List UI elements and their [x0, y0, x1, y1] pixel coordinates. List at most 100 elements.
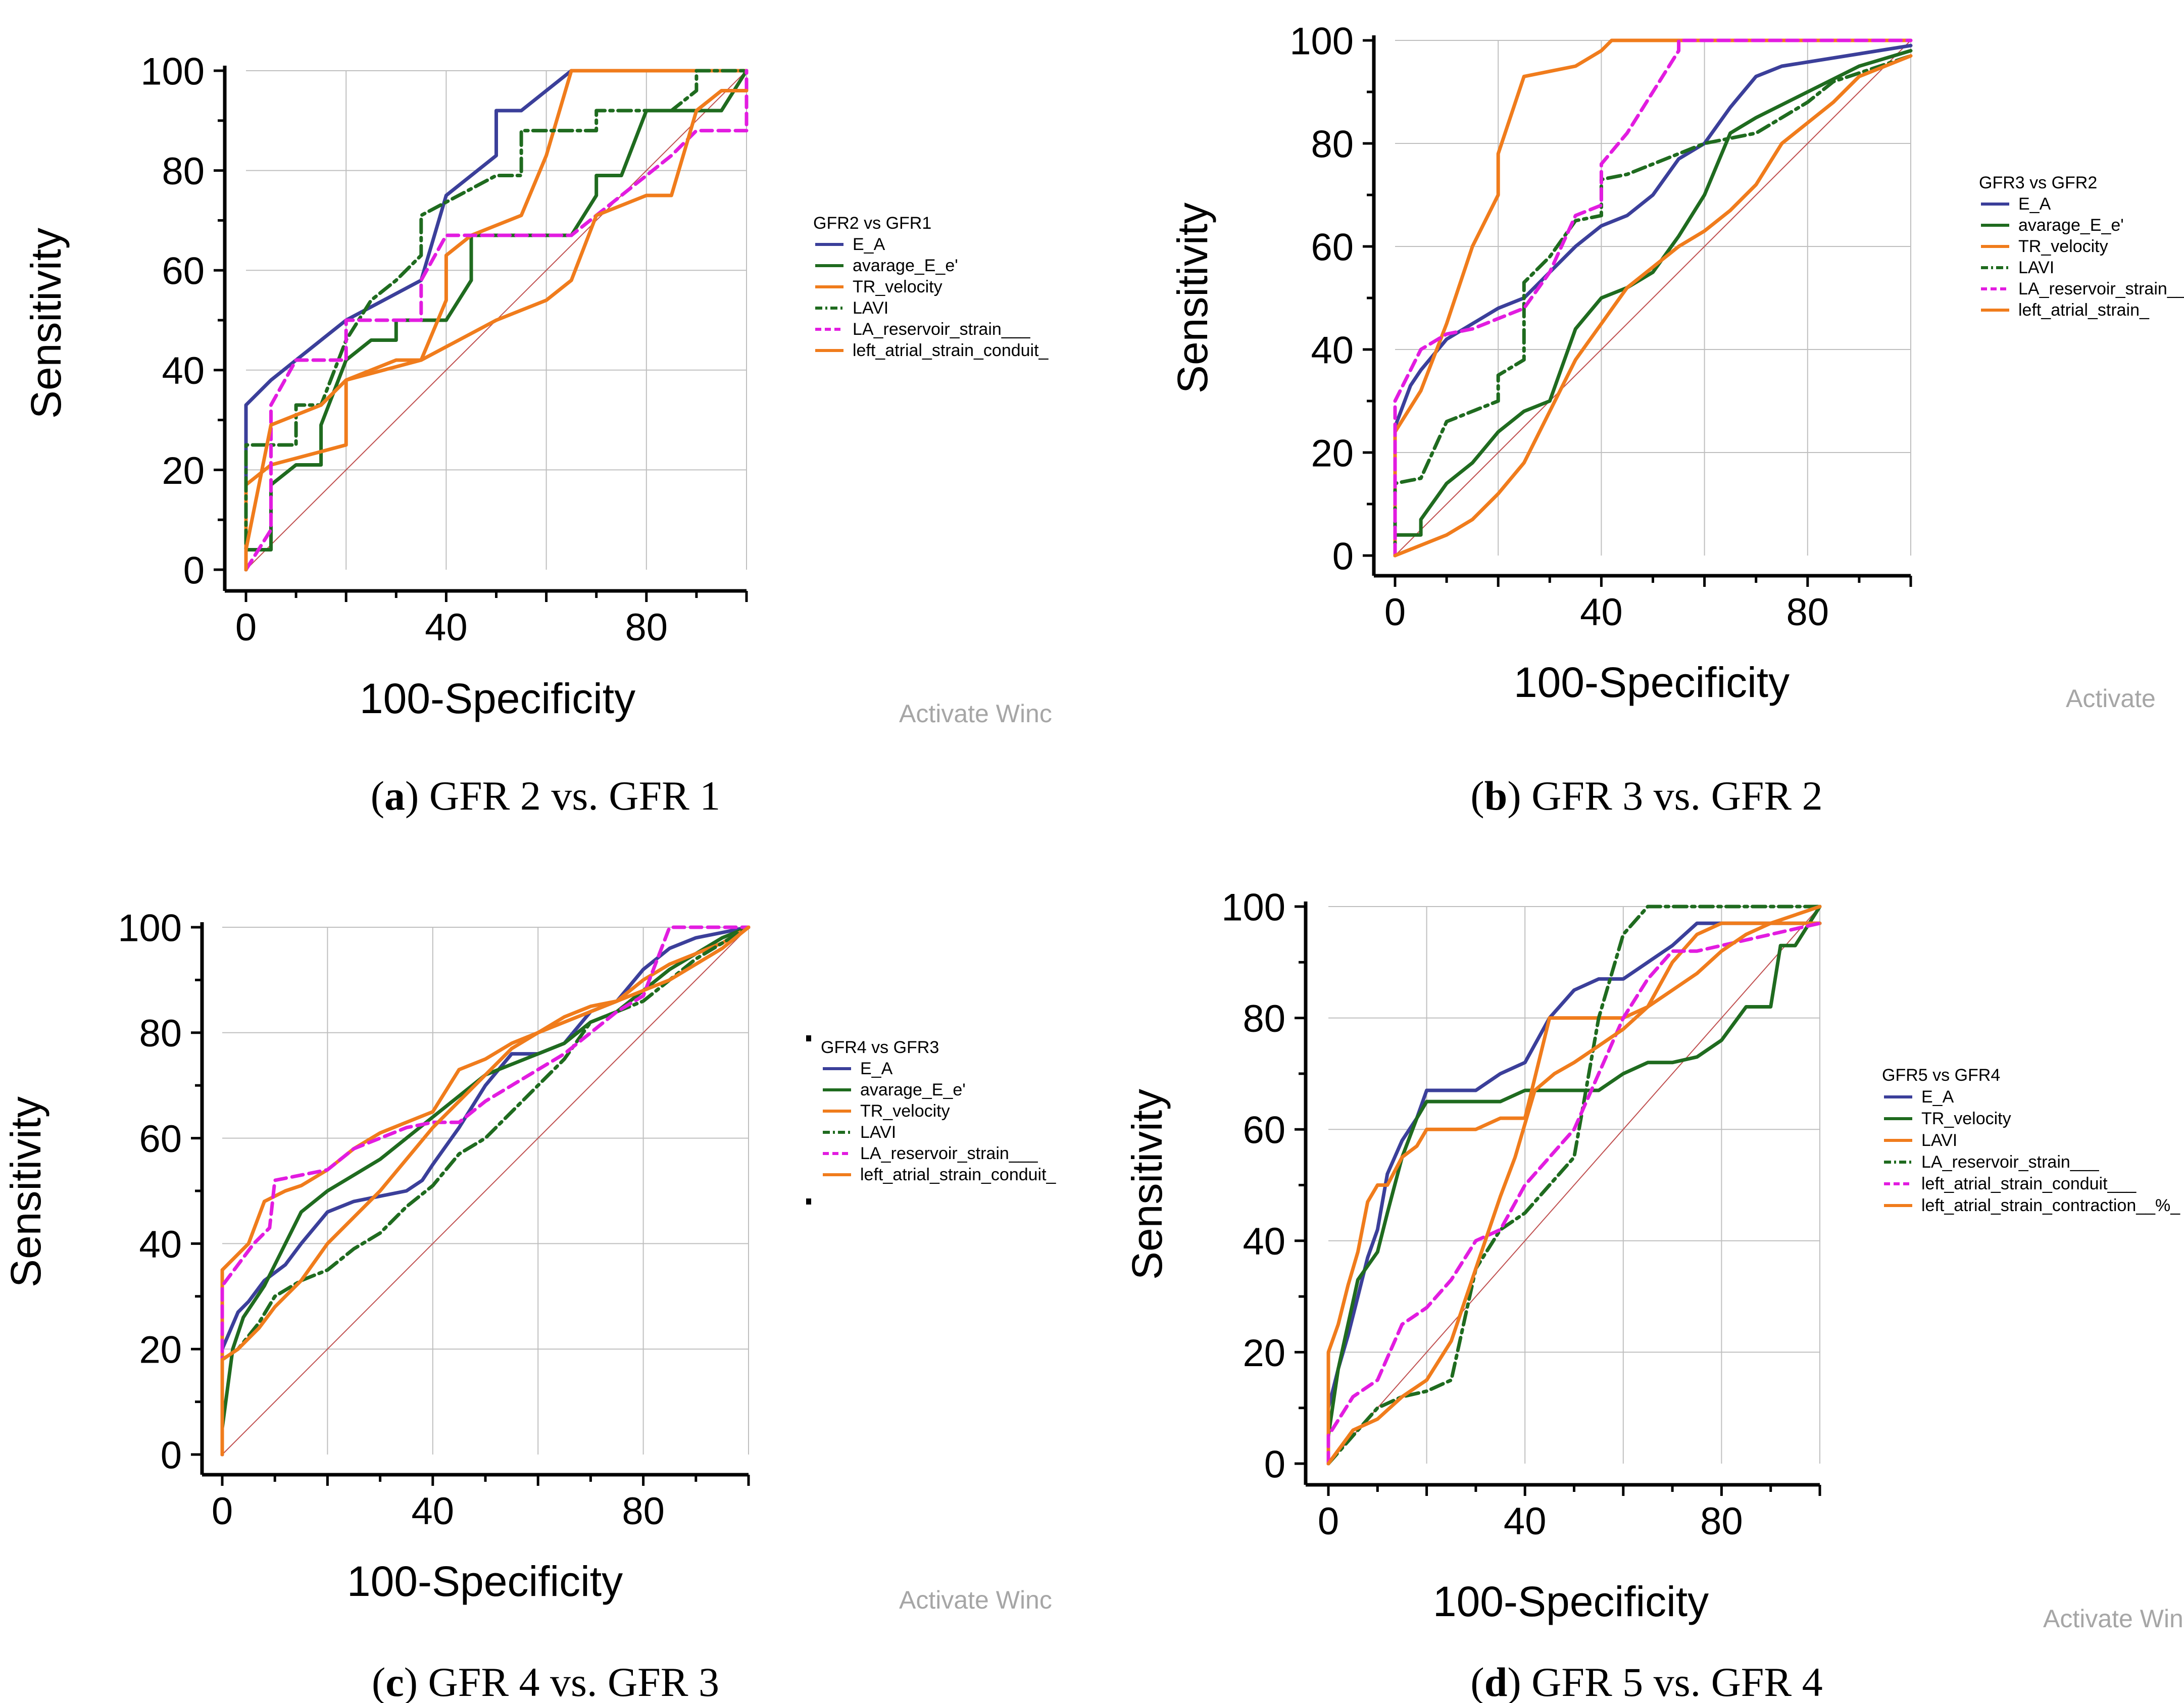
- panel-caption: (a) GFR 2 vs. GFR 1: [371, 773, 721, 819]
- y-tick-label: 40: [139, 1223, 182, 1266]
- x-axis-label: 100-Specificity: [1514, 659, 1790, 706]
- x-tick-label: 0: [235, 606, 257, 649]
- series-line-left-atrial-strain: [1393, 54, 1913, 558]
- x-axis-label: 100-Specificity: [1433, 1578, 1709, 1625]
- watermark-text: Activate: [2066, 684, 2156, 713]
- series-line-tr-velocity: [1326, 905, 1822, 1466]
- legend: GFR2 vs GFR1 E_A avarage_E_e' TR_velocity LA…: [813, 214, 1049, 360]
- legend-entry-label: E_A: [2018, 194, 2051, 214]
- legend-entry-label: left_atrial_strain_conduit___: [1921, 1174, 2137, 1193]
- series-line-tr-velocity: [220, 925, 751, 1457]
- legend-handle-marker: [806, 1198, 811, 1205]
- roc-panel-c: 0 40 80 0 20 40 60 80 100 100-Specificity Sensitiv…: [2, 907, 1057, 1703]
- legend-title: GFR3 vs GFR2: [1979, 173, 2097, 192]
- series-line-lavi: [244, 69, 749, 572]
- y-tick-label: 80: [162, 150, 205, 193]
- legend: GFR5 vs GFR4 E_A TR_velocity LAVI LA_reservo…: [1882, 1066, 2180, 1215]
- legend-entry-label: avarage_E_e': [2018, 216, 2124, 235]
- caption-paren: (: [372, 1659, 385, 1703]
- caption-letter: a: [384, 773, 405, 819]
- roc-panel-b: 0 40 80 0 20 40 60 80 100 100-Specificity Sensitiv…: [1169, 20, 2184, 819]
- series-line-left-atrial-strain-conduit: [244, 89, 749, 572]
- x-tick-label: 40: [412, 1490, 455, 1533]
- y-tick-label: 20: [1243, 1332, 1285, 1375]
- roc-panel-d: 0 40 80 0 20 40 60 80 100 100-Specificity Sensitiv…: [1123, 886, 2184, 1703]
- series-line-lavi: [220, 925, 751, 1457]
- legend-entry-label: left_atrial_strain_conduit_: [860, 1165, 1057, 1184]
- y-axis-label: Sensitivity: [22, 228, 70, 419]
- legend-entry-label: TR_velocity: [1921, 1109, 2011, 1128]
- y-tick-label: 20: [1311, 432, 1354, 475]
- legend-entry-label: E_A: [853, 235, 885, 254]
- series-line-tr-velocity: [1393, 38, 1913, 558]
- y-tick-label: 0: [1264, 1443, 1285, 1486]
- caption-paren: (: [1470, 1659, 1484, 1703]
- y-tick-label: 60: [139, 1118, 182, 1161]
- watermark-text: Activate Winc: [899, 699, 1052, 728]
- legend-entry-label: avarage_E_e': [853, 256, 958, 275]
- x-tick-label: 0: [212, 1490, 233, 1533]
- x-tick-label: 40: [425, 606, 468, 649]
- series-line-e-a: [1393, 43, 1913, 558]
- x-tick-label: 80: [1786, 591, 1829, 634]
- y-tick-label: 0: [183, 549, 205, 592]
- caption-letter: c: [385, 1659, 404, 1703]
- caption-paren: ): [1507, 1659, 1521, 1703]
- series-line-avarage-e-e: [1393, 48, 1913, 558]
- caption-text: GFR 4 vs. GFR 3: [418, 1659, 719, 1703]
- series-line-la-reservoir-strain: [1393, 38, 1913, 558]
- series-line-e-a: [1326, 921, 1822, 1466]
- legend-entry-label: LAVI: [853, 298, 888, 318]
- roc-panel-a: 0 40 80 0 20 40 60 80 100 100-Specificity Sensitiv…: [22, 50, 1052, 819]
- series-line-e-a: [244, 69, 749, 572]
- x-tick-label: 40: [1580, 591, 1623, 634]
- caption-text: GFR 2 vs. GFR 1: [419, 773, 720, 819]
- legend-entry-label: LAVI: [1921, 1131, 1957, 1150]
- legend-entry-label: avarage_E_e': [860, 1080, 966, 1099]
- y-tick-label: 0: [1332, 535, 1354, 578]
- legend-entry-label: TR_velocity: [860, 1101, 950, 1121]
- reference-diagonal: [222, 927, 749, 1455]
- legend-entry-label: LAVI: [2018, 258, 2054, 277]
- legend-title: GFR2 vs GFR1: [813, 214, 931, 233]
- x-tick-label: 40: [1504, 1500, 1547, 1543]
- legend-entry-label: left_atrial_strain_conduit_: [853, 341, 1049, 360]
- caption-paren: ): [405, 773, 419, 819]
- caption-paren: ): [1507, 773, 1521, 819]
- x-tick-label: 0: [1384, 591, 1406, 634]
- y-axis-label: Sensitivity: [1123, 1089, 1171, 1280]
- y-tick-label: 40: [1243, 1220, 1285, 1263]
- y-tick-label: 100: [1289, 20, 1354, 63]
- legend-entry-label: left_atrial_strain_contraction__%_: [1921, 1196, 2180, 1215]
- legend-entry-label: LA_reservoir_strain___: [860, 1144, 1038, 1163]
- reference-diagonal: [1328, 906, 1820, 1464]
- y-tick-label: 60: [162, 250, 205, 293]
- series-line-left-atrial-strain-conduit: [1326, 921, 1822, 1466]
- watermark-text: Activate Winc: [899, 1586, 1052, 1614]
- legend-entry-label: TR_velocity: [2018, 237, 2108, 256]
- y-tick-label: 60: [1311, 226, 1354, 269]
- series-line-la-reservoir-strain: [220, 925, 751, 1457]
- series-line-lavi: [1326, 921, 1822, 1466]
- caption-letter: b: [1484, 773, 1508, 819]
- legend-entry-label: left_atrial_strain_: [2018, 300, 2150, 320]
- legend-entry-label: LA_reservoir_strain___: [2018, 279, 2184, 298]
- caption-letter: d: [1484, 1659, 1508, 1703]
- y-tick-label: 40: [162, 349, 205, 392]
- legend: GFR4 vs GFR3 E_A avarage_E_e' TR_velocity LA…: [821, 1038, 1057, 1184]
- legend-entry-label: LA_reservoir_strain___: [1921, 1153, 2100, 1172]
- x-tick-label: 80: [622, 1490, 665, 1533]
- y-tick-label: 100: [118, 907, 182, 949]
- legend-entry-label: E_A: [860, 1059, 893, 1078]
- x-axis-label: 100-Specificity: [347, 1558, 623, 1605]
- legend-entry-label: TR_velocity: [853, 277, 942, 296]
- x-axis-label: 100-Specificity: [360, 675, 635, 722]
- caption-paren: ): [404, 1659, 418, 1703]
- legend: GFR3 vs GFR2 E_A avarage_E_e' TR_velocity LA…: [1979, 173, 2184, 320]
- legend-title: GFR4 vs GFR3: [821, 1038, 939, 1057]
- caption-paren: (: [371, 773, 384, 819]
- y-tick-label: 80: [1243, 997, 1285, 1040]
- series-line-lavi: [1393, 54, 1913, 558]
- y-tick-label: 20: [139, 1329, 182, 1372]
